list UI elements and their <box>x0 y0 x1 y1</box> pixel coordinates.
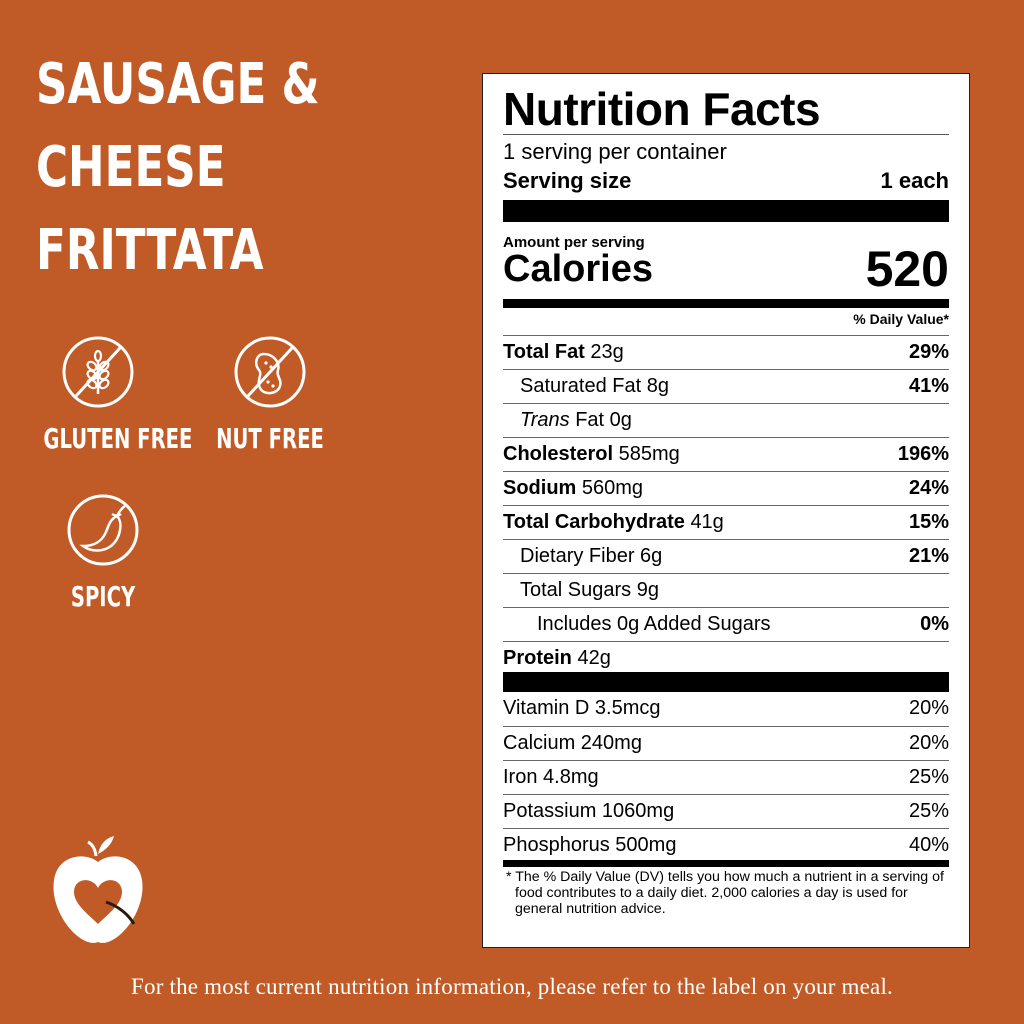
gluten-free-icon <box>62 336 134 408</box>
nutrient-row-added-sugars: Includes 0g Added Sugars 0% <box>503 607 949 641</box>
calories-value: 520 <box>865 241 949 297</box>
daily-value-footnote: * The % Daily Value (DV) tells you how m… <box>506 869 944 917</box>
spicy-badge: SPICY <box>26 494 180 613</box>
nutrient-row-cholesterol: Cholesterol 585mg 196% <box>503 437 949 471</box>
spicy-icon <box>67 494 139 566</box>
nutrient-name: Total Fat <box>503 341 585 363</box>
nut-free-badge: NUT FREE <box>192 336 348 455</box>
spicy-label: SPICY <box>70 580 136 613</box>
thick-divider <box>503 200 949 222</box>
nutrient-row-sodium: Sodium 560mg 24% <box>503 471 949 505</box>
nutrient-dv: 196% <box>897 443 949 465</box>
vitamin-row-phosphorus: Phosphorus 500mg 40% <box>503 828 949 862</box>
product-title-line-2: CHEESE <box>36 135 226 200</box>
gluten-free-badge: GLUTEN FREE <box>20 336 193 455</box>
product-title-line-1: SAUSAGE & <box>36 52 320 117</box>
serving-size-label: Serving size <box>503 168 632 193</box>
vitamin-dv: 25% <box>908 800 949 822</box>
nutrient-row-total-sugars: Total Sugars 9g <box>503 573 949 607</box>
thick-divider-vitamins <box>503 672 949 692</box>
vitamin-row-potassium: Potassium 1060mg 25% <box>503 794 949 828</box>
medium-divider <box>503 299 949 308</box>
nutrition-facts-title: Nutrition Facts <box>503 83 821 135</box>
nutrient-amount: 6g <box>640 545 663 567</box>
nutrient-row-total-fat: Total Fat 23g 29% <box>503 335 949 369</box>
calories-label: Calories <box>503 248 653 290</box>
vitamin-dv: 20% <box>908 697 949 719</box>
vitamin-dv: 40% <box>908 834 949 856</box>
nutrient-name: Total Sugars <box>520 579 632 601</box>
nutrient-name: Saturated Fat <box>520 375 642 397</box>
footnote-divider <box>503 860 949 867</box>
nutrient-name: Total Carbohydrate <box>503 511 685 533</box>
apple-heart-logo <box>53 836 143 943</box>
nutrient-row-dietary-fiber: Dietary Fiber 6g 21% <box>503 539 949 573</box>
nutrient-row-protein: Protein 42g <box>503 641 949 675</box>
nutrient-amount: 23g <box>590 341 624 363</box>
nutrient-name: Trans <box>520 409 570 431</box>
nutrient-name: Sodium <box>503 477 577 499</box>
nutrient-dv: 29% <box>908 341 949 363</box>
vitamin-dv: 20% <box>908 732 949 754</box>
nutrient-row-total-carbohydrate: Total Carbohydrate 41g 15% <box>503 505 949 539</box>
vitamin-name: Calcium 240mg <box>503 732 642 754</box>
nutrient-amount: 42g <box>577 647 611 669</box>
nutrient-amount: 41g <box>690 511 724 533</box>
nutrient-amount: 8g <box>646 375 669 397</box>
nutrient-dv: 24% <box>908 477 949 499</box>
nutrient-amount: 9g <box>636 579 659 601</box>
vitamin-name: Vitamin D 3.5mcg <box>503 697 661 719</box>
vitamin-name: Potassium 1060mg <box>503 800 675 822</box>
servings-per-container: 1 serving per container <box>503 139 727 164</box>
nutrient-row-saturated-fat: Saturated Fat 8g 41% <box>503 369 949 403</box>
nutrient-dv: 0% <box>920 613 949 635</box>
gluten-free-label: GLUTEN FREE <box>43 422 193 455</box>
vitamin-row-vitamin-d: Vitamin D 3.5mcg 20% <box>503 692 949 725</box>
nutrient-name: Cholesterol <box>503 443 614 465</box>
nutrient-name: Dietary Fiber <box>520 545 635 567</box>
nut-free-icon <box>234 336 306 408</box>
nutrient-amount: 560mg <box>581 477 644 499</box>
vitamin-dv: 25% <box>908 766 949 788</box>
nutrient-name: Protein <box>503 647 572 669</box>
nutrient-amount: 585mg <box>618 443 680 465</box>
nutrition-facts-label: Nutrition Facts 1 serving per container … <box>482 73 970 948</box>
nutrient-dv: 15% <box>908 511 949 533</box>
vitamin-name: Phosphorus 500mg <box>503 834 677 856</box>
nutrient-dv: 41% <box>908 375 949 397</box>
nutrient-row-trans-fat: Trans Fat 0g <box>503 403 949 437</box>
serving-size-value: 1 each <box>880 168 950 193</box>
vitamin-name: Iron 4.8mg <box>503 766 599 788</box>
product-title-line-3: FRITTATA <box>36 218 264 283</box>
nutrient-dv: 21% <box>908 545 949 567</box>
amount-per-serving: Amount per serving <box>503 234 645 251</box>
nutrient-amount: Fat 0g <box>575 409 632 431</box>
vitamin-row-iron: Iron 4.8mg 25% <box>503 760 949 794</box>
vitamin-row-calcium: Calcium 240mg 20% <box>503 726 949 760</box>
daily-value-header: % Daily Value* <box>853 311 949 327</box>
footer-note: For the most current nutrition informati… <box>131 974 893 999</box>
nutrient-name: Includes 0g Added Sugars <box>537 613 771 635</box>
nut-free-label: NUT FREE <box>216 422 324 455</box>
